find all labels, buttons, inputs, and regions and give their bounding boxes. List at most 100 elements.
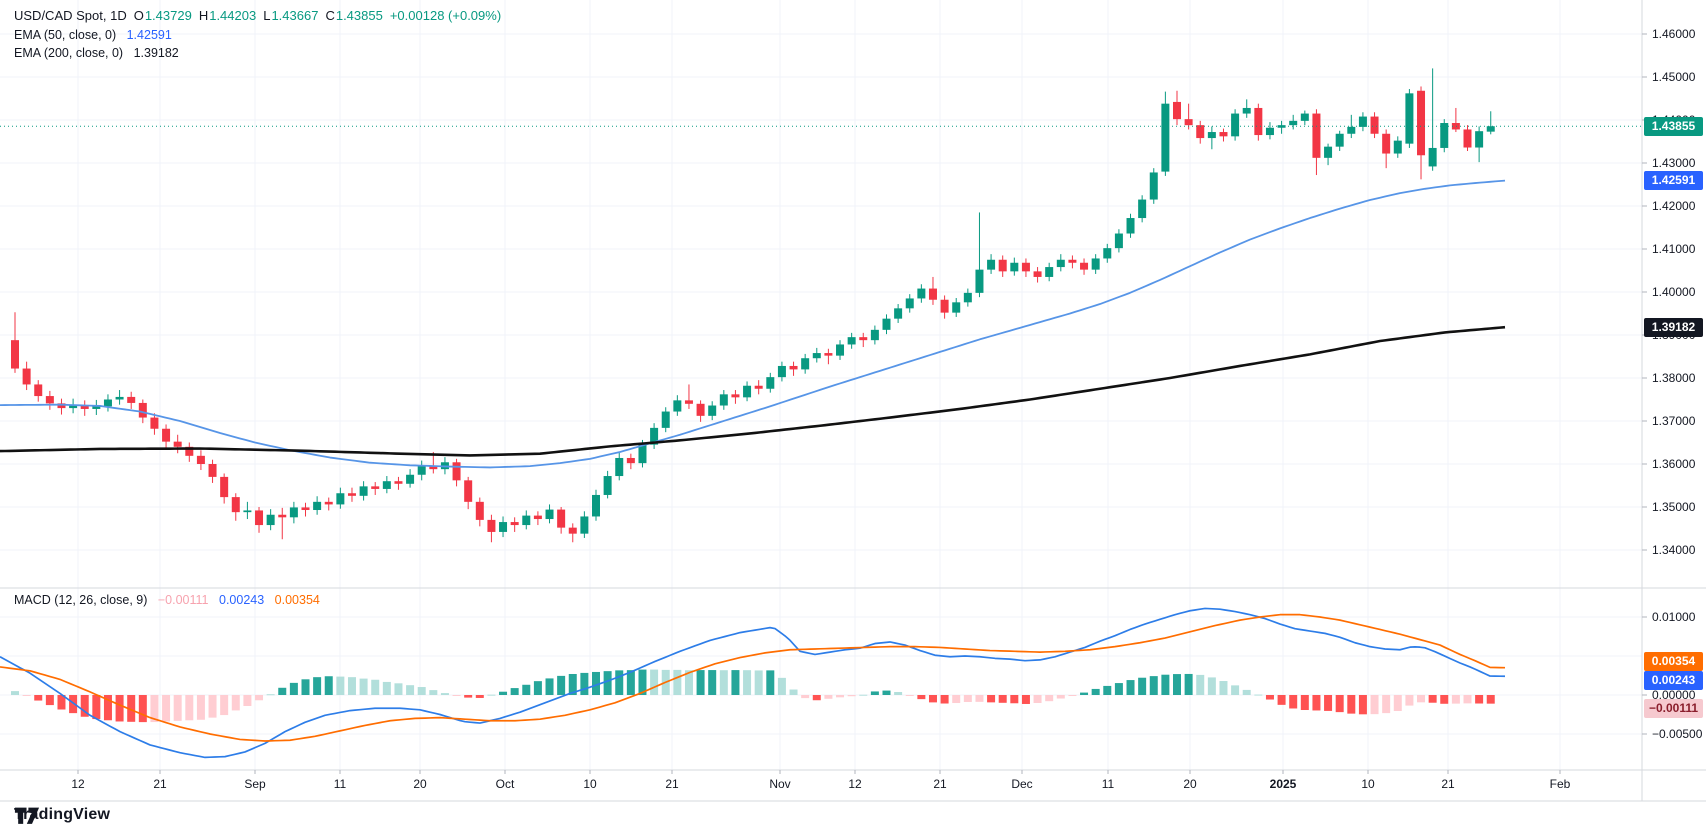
- candle[interactable]: [812, 347, 821, 363]
- candle[interactable]: [1417, 86, 1426, 180]
- candle[interactable]: [452, 458, 461, 487]
- candle[interactable]: [940, 295, 949, 319]
- candle[interactable]: [766, 372, 775, 393]
- candle[interactable]: [57, 398, 66, 415]
- candle[interactable]: [754, 380, 763, 395]
- symbol-legend[interactable]: USD/CAD Spot, 1D O1.43729 H1.44203 L1.43667…: [14, 6, 501, 62]
- candle[interactable]: [963, 288, 972, 307]
- candle[interactable]: [185, 442, 194, 462]
- candle[interactable]: [1451, 107, 1460, 133]
- candle[interactable]: [510, 517, 519, 532]
- candle[interactable]: [603, 470, 612, 499]
- indicator-row-ema200[interactable]: EMA (200, close, 0) 1.39182: [14, 44, 501, 62]
- candle[interactable]: [743, 381, 752, 402]
- candle[interactable]: [1149, 168, 1158, 204]
- candle[interactable]: [1324, 143, 1333, 166]
- candle[interactable]: [336, 487, 345, 509]
- candle[interactable]: [1126, 213, 1135, 238]
- indicator-row-ema50[interactable]: EMA (50, close, 0) 1.42591: [14, 26, 501, 44]
- candle[interactable]: [1486, 111, 1495, 135]
- candle[interactable]: [371, 482, 380, 495]
- candle[interactable]: [952, 298, 961, 317]
- candle[interactable]: [80, 400, 89, 416]
- candle[interactable]: [196, 450, 205, 471]
- candle[interactable]: [1254, 103, 1263, 141]
- candle[interactable]: [1277, 120, 1286, 134]
- candle[interactable]: [557, 507, 566, 534]
- candle[interactable]: [1312, 109, 1321, 176]
- candle[interactable]: [882, 314, 891, 335]
- candle[interactable]: [545, 504, 554, 524]
- candle[interactable]: [1173, 90, 1181, 126]
- candle[interactable]: [1138, 195, 1147, 223]
- candle[interactable]: [1335, 130, 1344, 151]
- candle[interactable]: [1382, 129, 1391, 169]
- candle[interactable]: [266, 509, 275, 531]
- candles-series[interactable]: [11, 68, 1495, 543]
- candle[interactable]: [673, 395, 682, 416]
- candle[interactable]: [894, 304, 903, 323]
- candle[interactable]: [1475, 126, 1484, 163]
- candle[interactable]: [92, 399, 101, 415]
- candle[interactable]: [394, 476, 403, 490]
- candle[interactable]: [1184, 103, 1193, 130]
- candle[interactable]: [475, 497, 484, 527]
- candle[interactable]: [650, 423, 659, 449]
- candle[interactable]: [847, 332, 856, 349]
- candle[interactable]: [1347, 114, 1356, 139]
- candle[interactable]: [533, 511, 542, 526]
- candle[interactable]: [1405, 89, 1414, 148]
- candle[interactable]: [789, 361, 798, 376]
- candle[interactable]: [801, 353, 810, 374]
- candle[interactable]: [1021, 258, 1030, 277]
- candle[interactable]: [173, 434, 182, 454]
- candle[interactable]: [150, 413, 159, 435]
- candle[interactable]: [1114, 229, 1123, 253]
- candle[interactable]: [708, 401, 717, 421]
- candle[interactable]: [824, 348, 833, 365]
- candle[interactable]: [1196, 120, 1205, 144]
- candle[interactable]: [1242, 99, 1251, 118]
- candle[interactable]: [301, 502, 310, 517]
- candle[interactable]: [777, 361, 786, 382]
- candle[interactable]: [1428, 68, 1437, 171]
- candle[interactable]: [1103, 243, 1112, 263]
- candle[interactable]: [684, 384, 693, 409]
- candle[interactable]: [1300, 110, 1309, 126]
- candle[interactable]: [1091, 254, 1100, 274]
- candle[interactable]: [1080, 258, 1089, 275]
- candle[interactable]: [45, 390, 54, 410]
- candle[interactable]: [1440, 119, 1449, 153]
- candle[interactable]: [1463, 125, 1472, 151]
- candle[interactable]: [870, 325, 879, 345]
- candle[interactable]: [1289, 114, 1298, 130]
- candle[interactable]: [592, 489, 600, 521]
- candle[interactable]: [1045, 262, 1054, 282]
- candle[interactable]: [696, 400, 705, 422]
- candle[interactable]: [1010, 257, 1019, 276]
- candle[interactable]: [243, 501, 252, 520]
- candle[interactable]: [522, 510, 531, 530]
- candle[interactable]: [568, 523, 577, 543]
- candle[interactable]: [1358, 112, 1367, 132]
- candle[interactable]: [928, 276, 937, 305]
- candle[interactable]: [359, 481, 368, 501]
- candle[interactable]: [278, 507, 287, 540]
- candle[interactable]: [1393, 136, 1402, 158]
- candle[interactable]: [127, 391, 136, 409]
- macd-legend-row[interactable]: MACD (12, 26, close, 9) −0.00111 0.00243…: [14, 593, 320, 607]
- candle[interactable]: [499, 516, 508, 538]
- candle[interactable]: [580, 511, 589, 538]
- candle[interactable]: [1161, 91, 1170, 176]
- candle[interactable]: [1231, 109, 1240, 141]
- candle[interactable]: [11, 312, 19, 373]
- macd-histogram[interactable]: [11, 669, 1495, 723]
- candle[interactable]: [464, 476, 473, 510]
- candle[interactable]: [836, 340, 845, 360]
- candle[interactable]: [1068, 255, 1077, 269]
- candle[interactable]: [208, 459, 217, 483]
- candle[interactable]: [905, 294, 914, 313]
- candle[interactable]: [987, 254, 996, 274]
- candle[interactable]: [347, 487, 356, 502]
- candle[interactable]: [1370, 112, 1379, 139]
